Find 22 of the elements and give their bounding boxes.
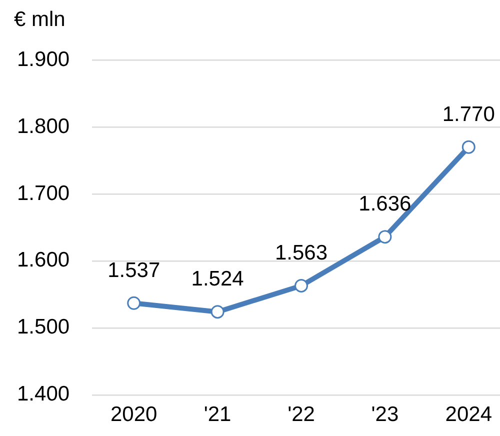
point	[127, 296, 141, 310]
data-label: 1.770	[442, 102, 495, 126]
y-tick-label: 1.500	[17, 316, 70, 339]
y-tick-label: 1.700	[17, 182, 70, 205]
y-tick-label: 1.600	[17, 248, 70, 272]
point	[294, 278, 308, 292]
data-label: 1.636	[358, 192, 412, 216]
y-tick-label: 1.900	[17, 48, 70, 71]
y-tick-label: 1.800	[17, 114, 70, 138]
x-tick-label: 2020	[110, 403, 158, 426]
point	[462, 140, 476, 154]
x-tick-label: '23	[371, 403, 399, 426]
x-tick-label: 2024	[445, 403, 492, 426]
point	[210, 305, 224, 319]
y-tick-label: 1.400	[17, 382, 70, 406]
x-tick-label: '22	[288, 403, 315, 426]
data-label: 1.563	[274, 242, 328, 265]
x-tick-label: '21	[204, 403, 232, 426]
data-label: 1.524	[191, 268, 244, 291]
point	[378, 230, 392, 244]
data-label: 1.537	[108, 258, 160, 282]
y-axis-title: € mln	[14, 8, 66, 31]
